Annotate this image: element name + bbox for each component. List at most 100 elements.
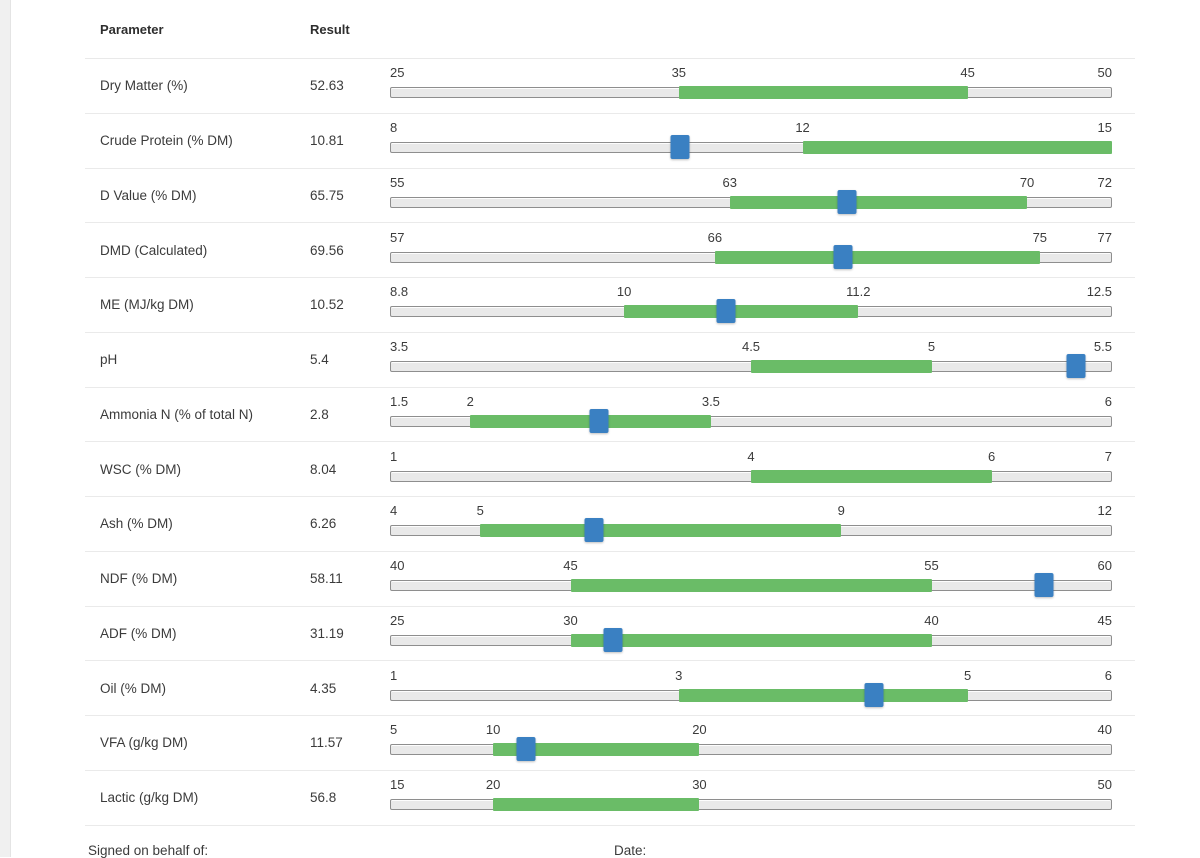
optimal-range-segment [751,469,992,483]
result-value: 56.8 [310,790,337,806]
tick-label: 6 [988,448,996,464]
result-value: 11.57 [310,735,343,751]
parameter-label: ADF (% DM) [100,625,177,641]
tick-label: 66 [707,229,723,245]
range-bar: 5 10 20 40 [390,722,1112,768]
range-bar: 1.5 2 3.5 6 [390,394,1112,440]
tick-label: 55 [924,558,939,574]
range-cell: 5 10 20 40 [390,717,1112,768]
tick-label: 45 [563,558,578,574]
range-cell: 1 3 5 6 [390,663,1112,714]
result-marker [589,408,609,433]
result-value: 69.56 [310,242,344,258]
parameter-label: NDF (% DM) [100,571,178,587]
table-row: ADF (% DM) 31.19 25 30 40 45 [85,607,1135,662]
range-bar: 57 66 75 77 [390,230,1112,276]
result-value: 2.8 [310,406,329,422]
tick-label: 3 [675,667,683,683]
tick-label: 6 [1104,393,1112,409]
tick-label: 5.5 [1093,339,1112,355]
result-value: 4.35 [310,680,337,696]
result-marker [603,627,623,652]
result-marker [1066,354,1086,379]
table-row: pH 5.4 3.5 4.5 5 5.5 [85,333,1135,388]
result-value: 10.52 [310,297,344,313]
column-header-result: Result [310,21,350,37]
result-value: 65.75 [310,187,344,203]
parameter-label: DMD (Calculated) [100,242,208,258]
tick-label: 57 [390,229,405,245]
range-bar: 8 12 15 [390,120,1112,166]
parameter-label: VFA (g/kg DM) [100,735,188,751]
parameter-label: Ash (% DM) [100,516,173,532]
parameter-label: WSC (% DM) [100,461,181,477]
tick-label: 40 [1097,722,1112,738]
range-cell: 3.5 4.5 5 5.5 [390,334,1112,385]
tick-label: 63 [722,174,737,190]
tick-label: 5 [476,503,484,519]
optimal-range-segment [570,633,932,647]
range-bar: 4 5 9 12 [390,503,1112,549]
table-row: Dry Matter (%) 52.63 25 35 45 50 [85,59,1135,114]
tick-label: 4 [390,503,398,519]
date-label: Date: [614,843,647,858]
tick-label: 20 [485,777,501,793]
result-marker [837,189,857,214]
tick-label: 25 [390,612,405,628]
tick-label: 55 [390,174,405,190]
range-cell: 55 63 70 72 [390,170,1112,221]
table-row: Lactic (g/kg DM) 56.8 15 20 30 50 [85,771,1135,826]
result-value: 58.11 [310,571,343,587]
tick-label: 8 [390,120,398,136]
table-row: D Value (% DM) 65.75 55 63 70 72 [85,169,1135,224]
table-row: Crude Protein (% DM) 10.81 8 12 15 [85,114,1135,169]
result-value: 5.4 [310,352,329,368]
result-marker [1034,573,1054,598]
result-value: 31.19 [310,625,344,641]
range-cell: 1 4 6 7 [390,444,1112,495]
page-left-edge [0,0,11,857]
tick-label: 10 [485,722,501,738]
range-bar: 1 3 5 6 [390,668,1112,714]
parameter-label: Ammonia N (% of total N) [100,406,254,422]
range-cell: 25 35 45 50 [390,60,1112,111]
tick-label: 3.5 [701,393,720,409]
optimal-range-segment [570,579,932,593]
signed-on-behalf-label: Signed on behalf of: [88,843,209,858]
tick-label: 1 [390,667,398,683]
tick-label: 75 [1032,229,1048,245]
result-marker [716,299,736,324]
table-row: Oil (% DM) 4.35 1 3 5 6 [85,661,1135,716]
tick-label: 9 [837,503,845,519]
tick-label: 25 [390,65,405,81]
result-marker [516,737,536,762]
tick-label: 15 [390,777,405,793]
optimal-range-segment [493,743,700,757]
result-marker [670,135,690,160]
column-header-parameter: Parameter [100,21,164,37]
tick-label: 45 [1097,612,1112,628]
optimal-range-segment [714,250,1040,264]
table-row: ME (MJ/kg DM) 10.52 8.8 10 11.2 12.5 [85,278,1135,333]
tick-label: 1 [390,448,398,464]
tick-label: 4.5 [741,339,761,355]
result-value: 8.04 [310,461,337,477]
range-cell: 25 30 40 45 [390,608,1112,659]
range-cell: 8 12 15 [390,115,1112,166]
tick-label: 8.8 [390,284,409,300]
range-bar: 3.5 4.5 5 5.5 [390,339,1112,385]
tick-label: 15 [1097,120,1112,136]
tick-label: 3.5 [390,339,409,355]
result-value: 10.81 [310,133,344,149]
tick-label: 12 [1097,503,1112,519]
range-cell: 4 5 9 12 [390,498,1112,549]
table-row: Ash (% DM) 6.26 4 5 9 12 [85,497,1135,552]
table-row: DMD (Calculated) 69.56 57 66 75 77 [85,223,1135,278]
optimal-range-segment [678,688,968,702]
range-cell: 57 66 75 77 [390,225,1112,276]
tick-label: 5 [927,339,936,355]
range-bar: 25 35 45 50 [390,65,1112,111]
optimal-range-segment [751,360,932,374]
tick-label: 4 [747,448,755,464]
tick-label: 7 [1104,448,1112,464]
